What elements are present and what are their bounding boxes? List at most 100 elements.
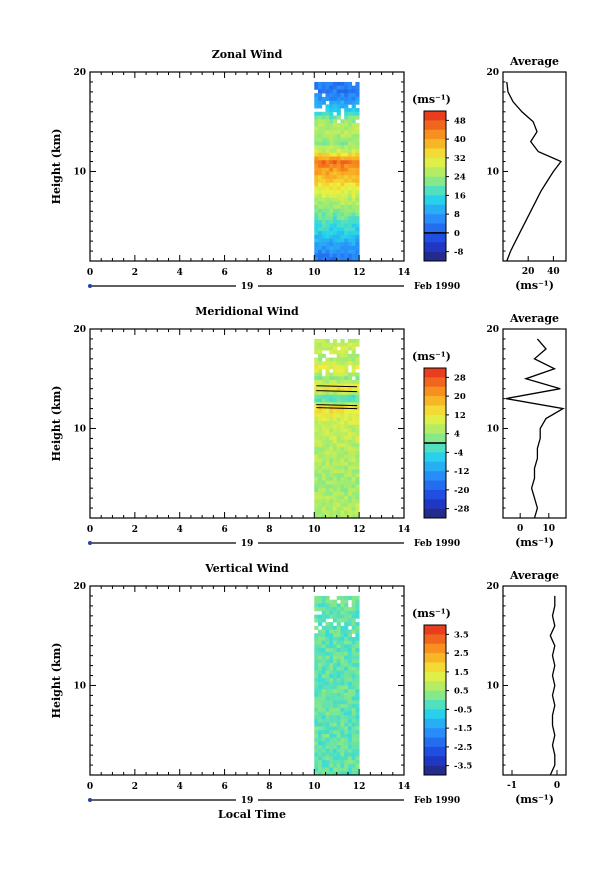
- heatmap-cell: [340, 439, 345, 444]
- colorbar-tick-label: -8: [454, 248, 464, 258]
- heatmap-cell: [347, 514, 353, 519]
- heatmap-cell: [321, 227, 326, 232]
- heatmap-cell: [314, 234, 319, 240]
- heatmap-cell: [325, 89, 330, 94]
- heatmap-cell: [340, 197, 345, 202]
- heatmap-cell: [355, 379, 360, 385]
- colorbar-swatch: [424, 204, 446, 215]
- heatmap-cell: [321, 700, 326, 705]
- heatmap-cell: [336, 145, 341, 150]
- heatmap-cell: [318, 149, 323, 154]
- heatmap-cell: [314, 391, 319, 396]
- heatmap-cell: [340, 633, 345, 638]
- heatmap-cell: [355, 171, 360, 176]
- heatmap-cell: [321, 447, 326, 452]
- heatmap-cell: [318, 216, 323, 221]
- heatmap-cell: [351, 134, 356, 139]
- heatmap-cell: [321, 413, 326, 418]
- heatmap-cell: [347, 409, 353, 414]
- heatmap-cell: [336, 219, 341, 225]
- heatmap-cell: [336, 610, 341, 615]
- heatmap-cell: [344, 640, 349, 645]
- heatmap-cell: [325, 413, 330, 418]
- heatmap-cell: [329, 379, 334, 385]
- heatmap-cell: [318, 234, 323, 240]
- x-tick-label: 12: [353, 525, 366, 535]
- heatmap-cell: [347, 246, 353, 251]
- heatmap-cell: [329, 178, 334, 184]
- heatmap-cell: [332, 231, 338, 236]
- heatmap-cell: [355, 465, 360, 470]
- heatmap-cell: [344, 130, 349, 135]
- heatmap-cell: [325, 484, 330, 489]
- heatmap-cell: [329, 372, 334, 377]
- heatmap-cell: [325, 756, 330, 761]
- heatmap-cell: [332, 491, 338, 497]
- heatmap-cell: [336, 651, 341, 657]
- heatmap-cell: [314, 208, 319, 213]
- heatmap-cell: [344, 506, 349, 511]
- heatmap-cell: [314, 663, 319, 668]
- heatmap-cell: [318, 499, 323, 504]
- heatmap-cell: [336, 212, 341, 217]
- heatmap-cell: [314, 730, 319, 735]
- heatmap-cell: [325, 149, 330, 154]
- heatmap-cell: [325, 435, 330, 441]
- heatmap-cell: [332, 193, 338, 198]
- heatmap-cell: [344, 175, 349, 180]
- heatmap-cell: [332, 763, 338, 768]
- heatmap-cell: [318, 421, 323, 426]
- heatmap-cell: [325, 503, 330, 508]
- heatmap-cell: [351, 372, 356, 377]
- heatmap-cell: [351, 383, 356, 388]
- colorbar: (ms⁻¹)3.52.51.50.5-0.5-1.5-2.5-3.5: [412, 607, 472, 776]
- heatmap-cell: [329, 756, 334, 761]
- heatmap-cell: [314, 599, 319, 604]
- heatmap-cell: [347, 111, 353, 116]
- heatmap-cell: [340, 234, 345, 240]
- heatmap-cell: [340, 603, 345, 608]
- heatmap-cell: [318, 205, 323, 210]
- heatmap-cell: [347, 190, 353, 195]
- heatmap-cell: [355, 748, 360, 754]
- heatmap-cell: [332, 719, 338, 724]
- profile-line: [505, 338, 565, 519]
- colorbar-tick-label: -12: [454, 467, 469, 477]
- heatmap-cell: [355, 391, 360, 396]
- heatmap-cell: [347, 152, 353, 157]
- heatmap-cell: [351, 454, 356, 459]
- heatmap-cell: [325, 655, 330, 660]
- profile-x-tick-label: 0: [554, 781, 560, 791]
- heatmap-cell: [347, 763, 353, 768]
- heatmap-cell: [321, 193, 326, 198]
- heatmap-cell: [344, 458, 349, 463]
- heatmap-cell: [325, 122, 330, 128]
- heatmap-cell: [336, 428, 341, 433]
- heatmap-cell: [351, 350, 356, 355]
- heatmap-cell: [355, 473, 360, 478]
- heatmap-cell: [344, 480, 349, 485]
- heatmap-cell: [318, 219, 323, 225]
- heatmap-cell: [325, 719, 330, 724]
- colorbar-tick-label: -2.5: [454, 743, 472, 753]
- heatmap-cell: [318, 398, 323, 403]
- heatmap-cell: [355, 767, 360, 772]
- heatmap-cell: [321, 134, 326, 139]
- heatmap-cell: [351, 636, 356, 642]
- heatmap-cell: [347, 659, 353, 664]
- colorbar-swatch: [424, 368, 446, 378]
- heatmap-cell: [314, 745, 319, 750]
- heatmap-cell: [318, 696, 323, 701]
- heatmap-cell: [329, 633, 334, 638]
- heatmap-cell: [318, 342, 323, 347]
- heatmap-cell: [351, 152, 356, 157]
- heatmap-cell: [321, 171, 326, 176]
- colorbar-tick-label: 48: [454, 116, 466, 126]
- heatmap-cell: [347, 424, 353, 429]
- heatmap-cell: [329, 610, 334, 615]
- heatmap-cell: [347, 212, 353, 217]
- heatmap-cell: [325, 231, 330, 236]
- heatmap-cell: [344, 629, 349, 634]
- heatmap-cell: [314, 424, 319, 429]
- heatmap-cell: [329, 670, 334, 675]
